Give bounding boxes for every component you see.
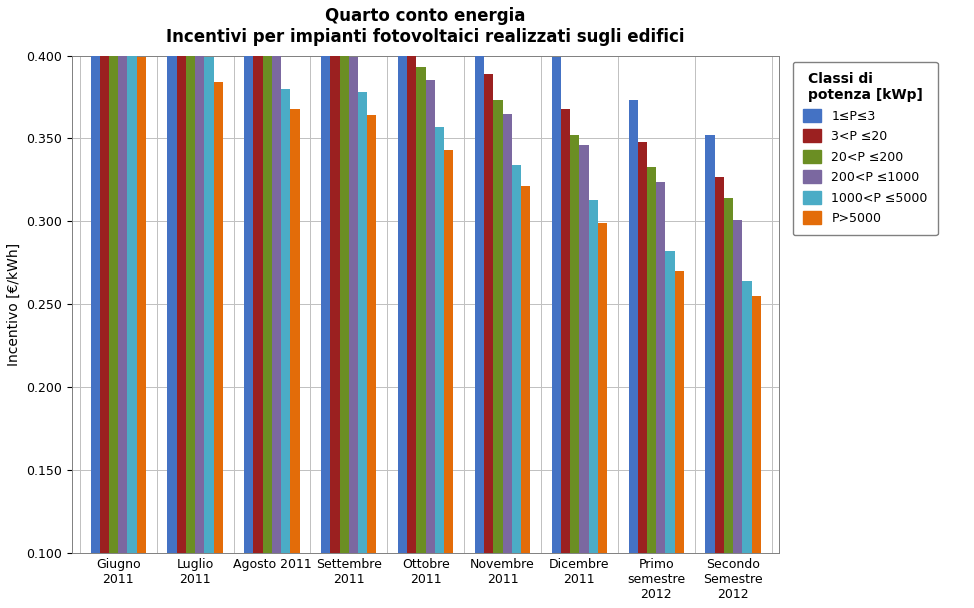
Bar	[272, 49, 281, 553]
Bar	[176, 0, 186, 553]
Bar	[570, 135, 580, 553]
Bar	[330, 14, 340, 553]
Bar	[99, 0, 109, 553]
Bar	[580, 145, 588, 553]
Bar	[647, 167, 656, 553]
Bar	[733, 219, 742, 553]
Bar	[195, 31, 205, 553]
Bar	[128, 31, 136, 553]
Bar	[91, 0, 99, 553]
Bar	[434, 127, 444, 553]
Bar	[426, 80, 434, 553]
Bar	[724, 198, 733, 553]
Bar	[638, 142, 647, 553]
Bar	[665, 251, 675, 553]
Bar	[340, 43, 349, 553]
Bar	[503, 114, 511, 553]
Title: Quarto conto energia
Incentivi per impianti fotovoltaici realizzati sugli edific: Quarto conto energia Incentivi per impia…	[167, 7, 685, 46]
Bar	[398, 0, 407, 553]
Bar	[136, 57, 146, 553]
Bar	[417, 67, 426, 553]
Legend: 1≤P≤3, 3<P ≤20, 20<P ≤200, 200<P ≤1000, 1000<P ≤5000, P>5000: 1≤P≤3, 3<P ≤20, 20<P ≤200, 200<P ≤1000, …	[793, 62, 938, 235]
Bar	[475, 22, 484, 553]
Bar	[290, 109, 300, 553]
Bar	[321, 0, 330, 553]
Bar	[358, 92, 367, 553]
Bar	[444, 150, 453, 553]
Bar	[561, 109, 570, 553]
Bar	[521, 187, 530, 553]
Bar	[715, 176, 724, 553]
Bar	[253, 0, 263, 553]
Bar	[484, 74, 493, 553]
Bar	[742, 281, 752, 553]
Bar	[551, 57, 561, 553]
Bar	[675, 271, 684, 553]
Bar	[205, 57, 213, 553]
Bar	[186, 6, 195, 553]
Bar	[407, 38, 417, 553]
Bar	[752, 295, 761, 553]
Bar	[598, 223, 607, 553]
Bar	[263, 21, 272, 553]
Bar	[511, 165, 521, 553]
Bar	[109, 0, 118, 553]
Bar	[349, 57, 358, 553]
Bar	[493, 100, 503, 553]
Bar	[628, 100, 638, 553]
Bar	[168, 0, 176, 553]
Bar	[705, 135, 715, 553]
Bar	[118, 14, 128, 553]
Bar	[244, 0, 253, 553]
Bar	[367, 116, 377, 553]
Bar	[588, 199, 598, 553]
Bar	[656, 182, 665, 553]
Y-axis label: Incentivo [€/kWh]: Incentivo [€/kWh]	[7, 243, 21, 365]
Bar	[281, 89, 290, 553]
Bar	[213, 82, 223, 553]
